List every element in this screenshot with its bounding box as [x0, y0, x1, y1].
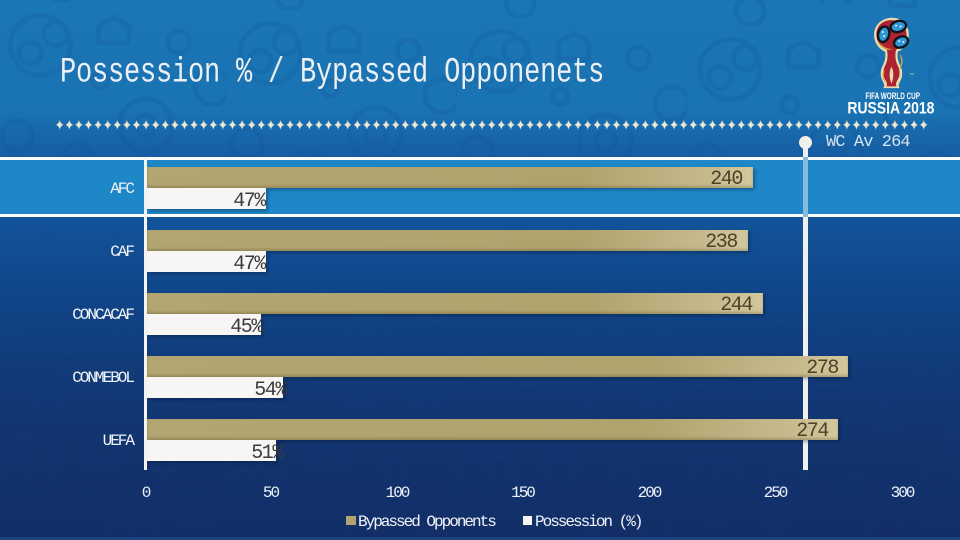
svg-text:RUSSIA 2018: RUSSIA 2018 [847, 100, 934, 118]
svg-text:™: ™ [909, 73, 914, 79]
svg-text:FIFA WORLD CUP: FIFA WORLD CUP [866, 91, 921, 101]
